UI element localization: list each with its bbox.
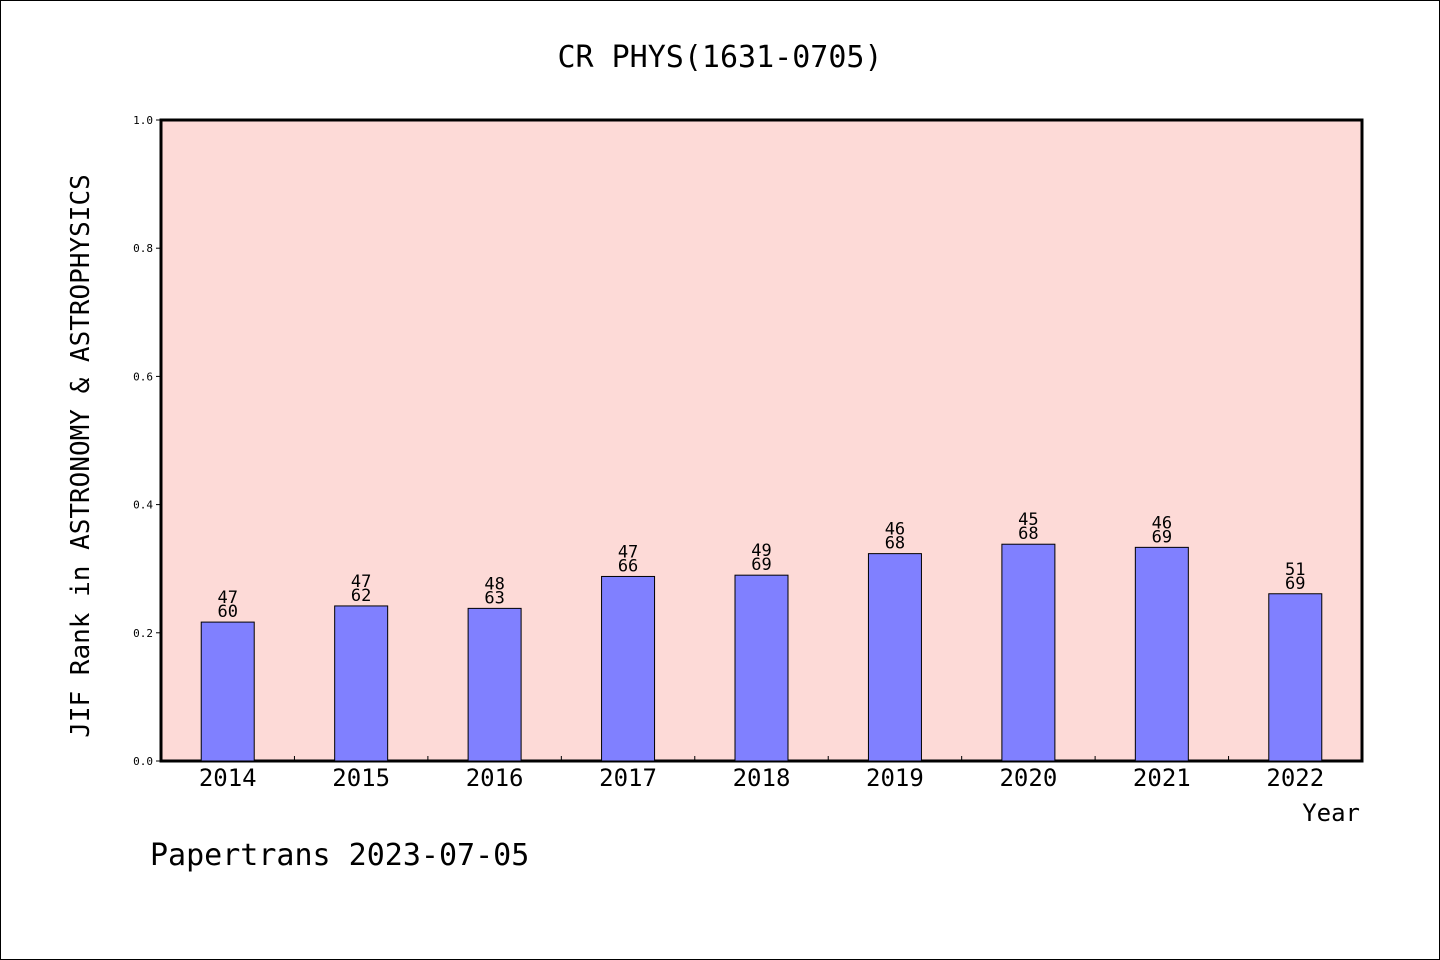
y-tick-label-1.0: 1.0 — [133, 114, 153, 127]
y-axis-ticks: 0.0 0.2 0.4 0.6 0.8 1.0 — [133, 114, 161, 768]
y-tick-label-0.2: 0.2 — [133, 627, 153, 640]
data-label-bottom-2016: 63 — [484, 588, 504, 608]
data-label-bottom-2021: 69 — [1152, 527, 1172, 547]
x-tick-label-2018: 2018 — [733, 764, 791, 792]
y-tick-label-0.0: 0.0 — [133, 755, 153, 768]
data-label-bottom-2018: 69 — [751, 555, 771, 575]
bar-2015 — [334, 605, 389, 762]
data-label-top-2022: 51 — [1285, 560, 1305, 580]
x-axis-label: Year — [1302, 799, 1360, 827]
y-axis-label: JIF Rank in ASTRONOMY & ASTROPHYSICS — [66, 174, 96, 738]
data-label-bottom-2019: 68 — [885, 534, 905, 554]
y-tick-label-0.8: 0.8 — [133, 242, 153, 255]
data-label-bottom-2020: 68 — [1018, 524, 1038, 544]
bar-2018 — [734, 574, 789, 762]
x-tick-label-2014: 2014 — [199, 764, 257, 792]
bar-2014 — [200, 621, 255, 762]
data-label-bottom-2014: 60 — [217, 602, 237, 622]
data-label-bottom-2017: 66 — [618, 556, 638, 576]
data-label-top-2019: 46 — [885, 520, 905, 540]
data-label-bottom-2015: 62 — [351, 586, 371, 606]
footer-watermark: Papertrans 2023-07-05 — [150, 838, 529, 873]
x-tick-label-2017: 2017 — [599, 764, 657, 792]
chart-title: CR PHYS(1631-0705) — [557, 40, 882, 75]
y-tick-label-0.4: 0.4 — [133, 499, 153, 512]
x-tick-label-2021: 2021 — [1133, 764, 1191, 792]
data-label-top-2016: 48 — [484, 574, 504, 594]
bar-2022 — [1268, 593, 1323, 762]
x-tick-label-2016: 2016 — [466, 764, 524, 792]
bar-2016 — [467, 607, 522, 762]
bar-2020 — [1001, 543, 1056, 762]
bar-2021 — [1134, 546, 1189, 762]
bar-2017 — [601, 575, 656, 762]
data-label-top-2014: 47 — [217, 588, 237, 608]
data-label-top-2015: 47 — [351, 572, 371, 592]
bar-2019 — [867, 553, 922, 762]
x-tick-label-2015: 2015 — [332, 764, 390, 792]
x-tick-label-2020: 2020 — [999, 764, 1057, 792]
y-tick-label-0.6: 0.6 — [133, 370, 153, 383]
data-label-bottom-2022: 69 — [1285, 574, 1305, 594]
data-label-top-2018: 49 — [751, 541, 771, 561]
x-tick-label-2019: 2019 — [866, 764, 924, 792]
data-label-top-2017: 47 — [618, 542, 638, 562]
data-label-top-2020: 45 — [1018, 510, 1038, 530]
x-axis-ticks: 2014 2015 2016 2017 2018 2019 2020 2021 2022 — [199, 756, 1324, 792]
x-tick-label-2022: 2022 — [1266, 764, 1324, 792]
data-label-top-2021: 46 — [1152, 513, 1172, 533]
